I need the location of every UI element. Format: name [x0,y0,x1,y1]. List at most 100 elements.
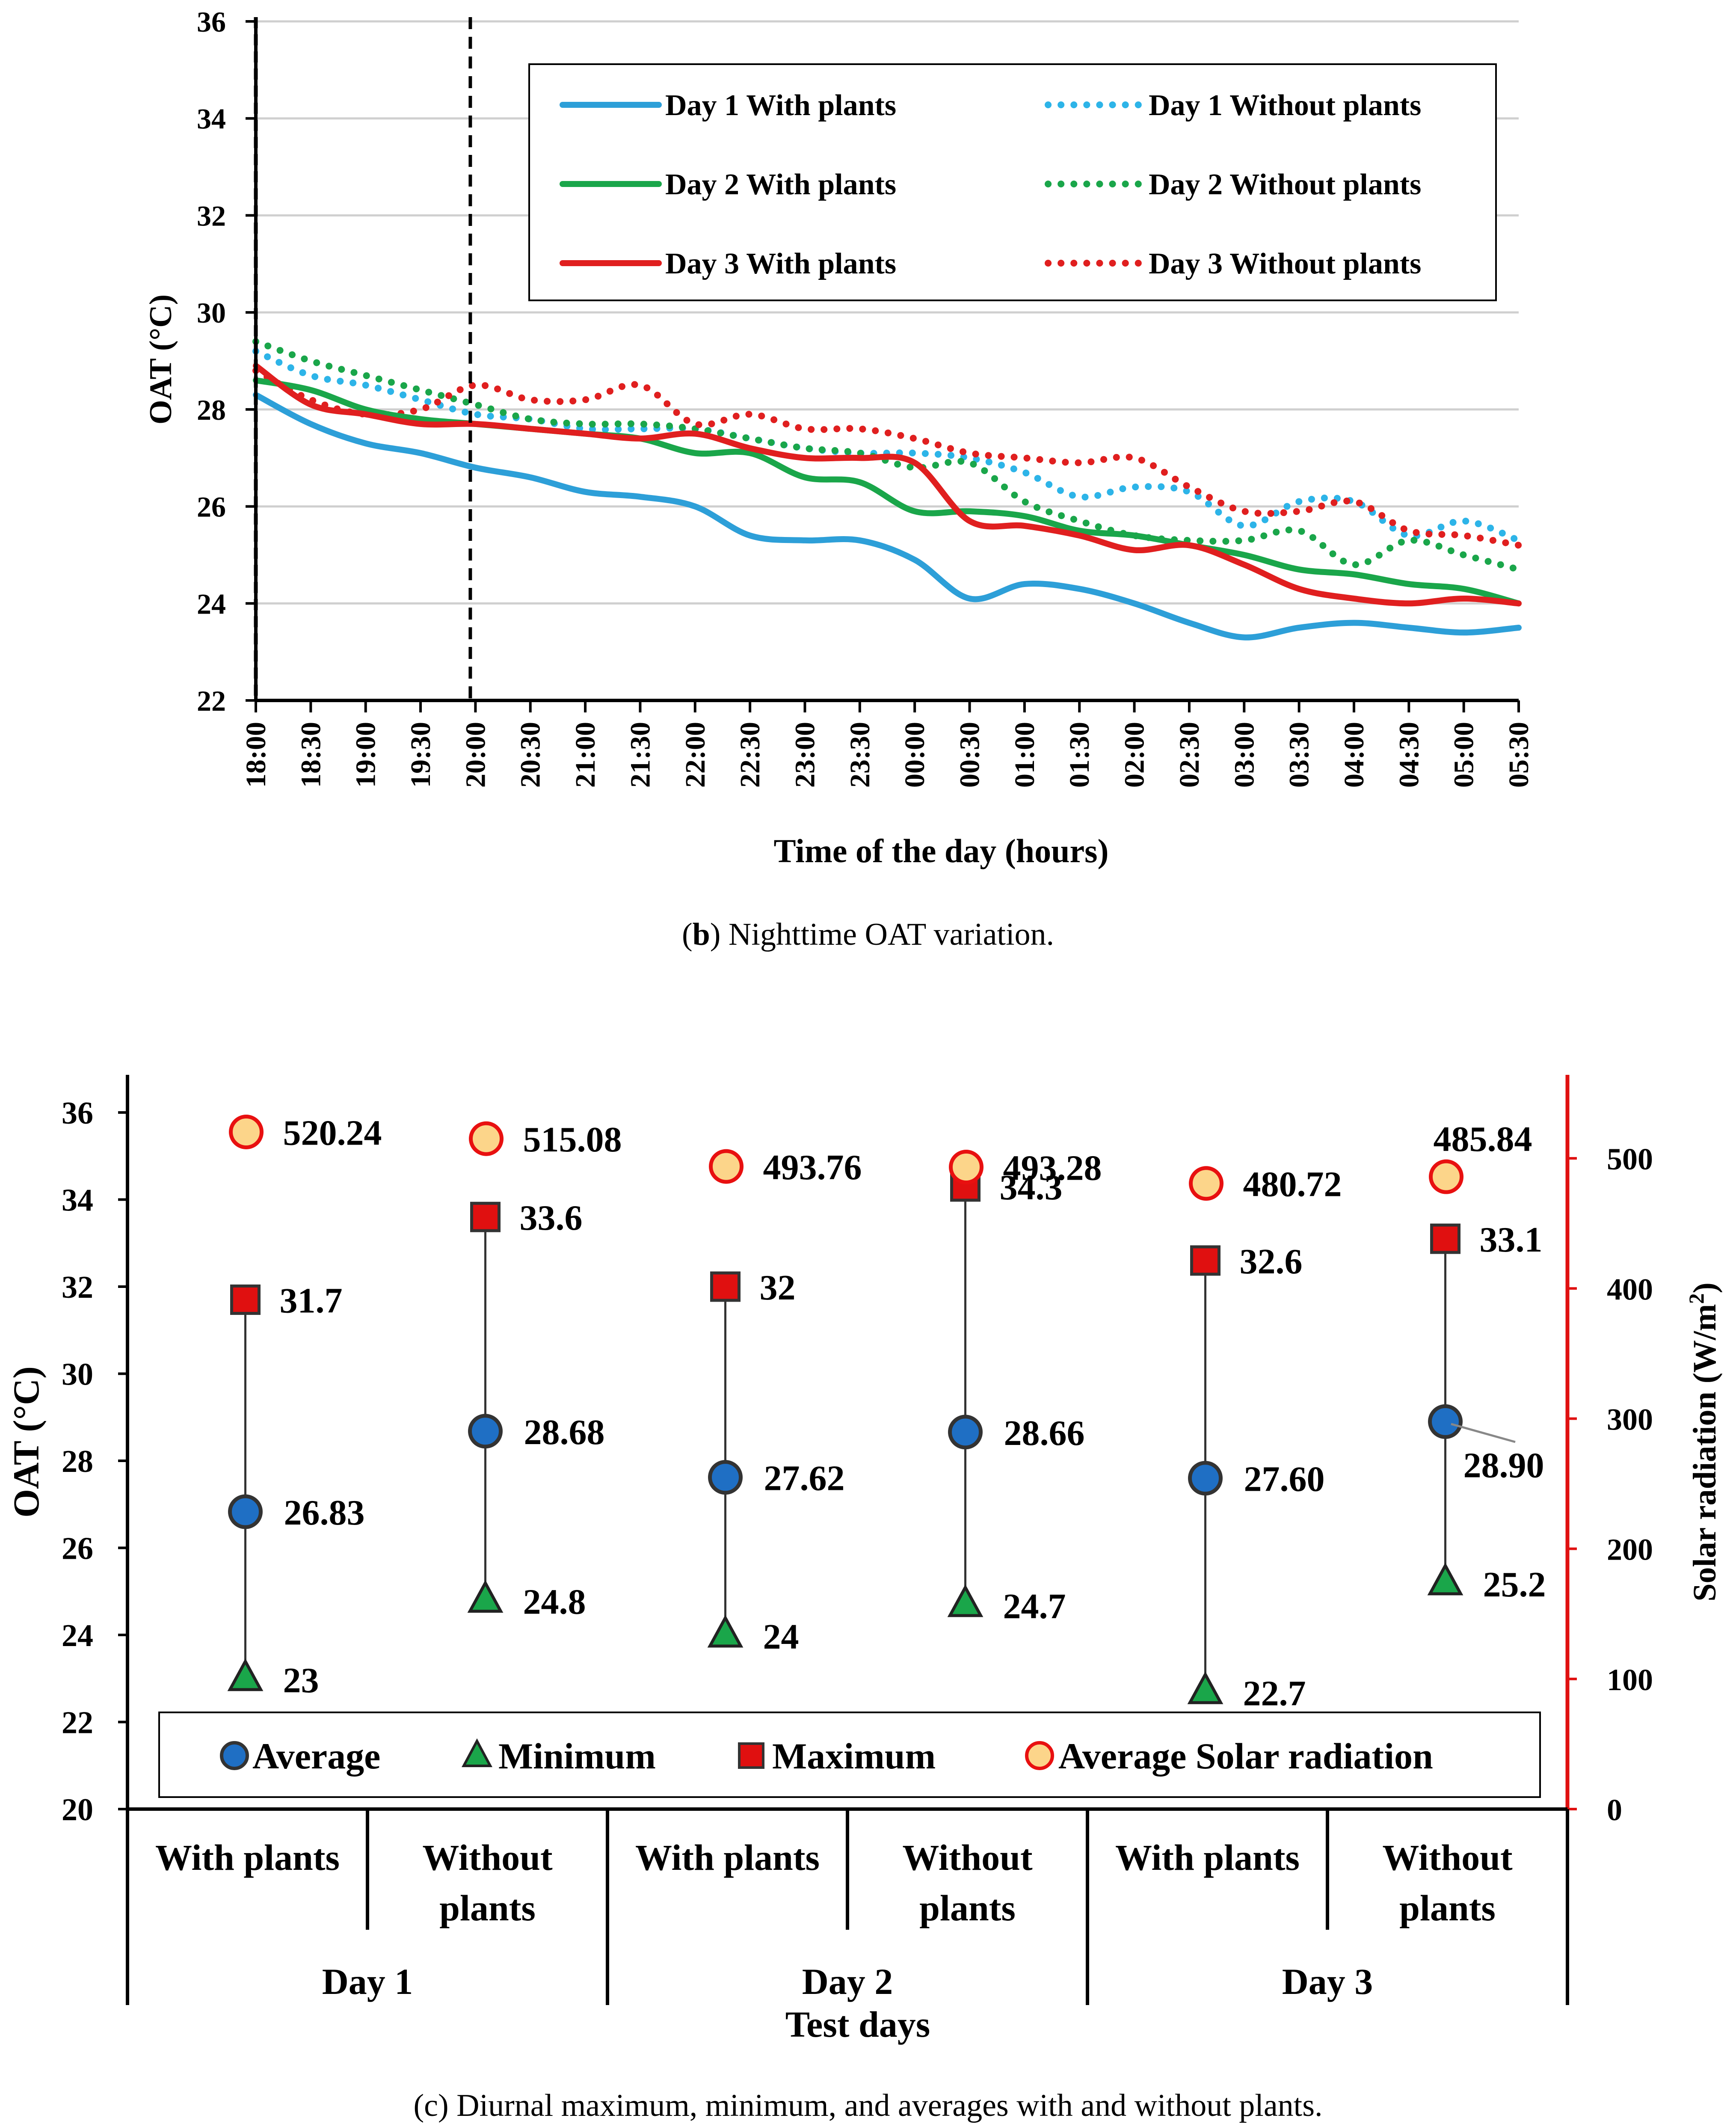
legend-label-1-dotted: Day 2 Without plants [1149,168,1421,201]
x-tick-label-22:00: 22:00 [680,722,711,788]
minimum-label-3: 24.7 [1003,1587,1066,1626]
maximum-marker-4 [1190,1245,1221,1276]
minimum-marker-5 [1427,1562,1463,1596]
x-tick-label-00:30: 00:30 [954,722,986,788]
maximum-label-3: 34.3 [1000,1168,1063,1207]
legend-label-0-dotted: Day 1 Without plants [1149,89,1421,122]
chart-nighttime-oat: 22 24 26 28 30 32 34 36 18:00 18:30 19:00 19:30 20:… [143,6,1535,952]
y-tick-label-30: 30 [62,1357,93,1392]
solar-label-3: 493.28 [1003,1148,1102,1188]
average-label-1: 28.68 [524,1412,605,1452]
x-tick-label-22:30: 22:30 [735,722,766,788]
solar-marker-2 [709,1149,744,1184]
series-line-day-1-without-plants [252,347,1522,544]
average-marker-5 [1428,1404,1463,1439]
average-label-5: 28.90 [1463,1445,1544,1485]
solar-marker-3 [949,1150,984,1185]
x-tick-label-05:00: 05:00 [1449,722,1480,788]
caption-b-letter: b [693,917,710,952]
x-tick-label-18:00: 18:00 [240,722,272,788]
caption-c-letter: c [424,2088,438,2123]
minimum-marker-1 [467,1580,504,1613]
legend-box [158,1712,1541,1798]
x-tick-label-04:00: 04:00 [1339,722,1370,788]
maximum-marker-2 [710,1271,741,1302]
series-line-day-2-with-plants [253,377,1522,607]
solar-marker-1 [469,1121,504,1156]
y-tick-label-20: 20 [62,1792,93,1827]
x-axis-label: Test days [785,2004,930,2045]
y-axis-label: OAT (°C) [143,294,178,424]
category-label-3-line2: plants [919,1887,1016,1928]
y-right-tick-label-100: 100 [1607,1663,1653,1697]
callout-leader-line [1451,1423,1516,1443]
category-label-5-line1: Without [1382,1837,1513,1878]
legend-label-minimum: Minimum [498,1735,656,1777]
x-tick-label-03:00: 03:00 [1229,722,1260,788]
x-axis-label: Time of the day (hours) [774,832,1109,869]
series-line-day-3-with-plants [253,362,1522,607]
legend: Day 1 With plants Day 1 Without plants Day… [528,63,1497,301]
y-tick-label-28: 28 [62,1444,93,1479]
legend-entries: Day 1 With plants Day 1 Without plants Day… [560,89,1421,280]
maximum-marker-1 [470,1201,501,1232]
minimum-label-0: 23 [283,1661,319,1700]
y-tick-label-32: 32 [197,199,226,232]
maximum-marker-5 [1430,1223,1460,1254]
legend-marker-maximum [738,1742,764,1769]
legend-label-2-solid: Day 3 With plants [665,247,896,280]
average-marker-0 [228,1494,263,1529]
minimum-label-4: 22.7 [1243,1673,1306,1713]
y-tick-label-36: 36 [62,1096,93,1131]
y-axis-label-right-sup: 2 [1684,1293,1708,1304]
data-markers [227,1115,1463,1704]
category-label-3-line1: Without [902,1837,1033,1878]
legend-label-2-dotted: Day 3 Without plants [1149,247,1421,280]
y-tick-label-34: 34 [62,1183,93,1218]
x-tick-label-02:00: 02:00 [1119,722,1150,788]
solar-marker-0 [229,1115,264,1150]
group-label-2: Day 3 [1282,1961,1373,2002]
category-label-2: With plants [635,1837,820,1878]
y-tick-label-24: 24 [197,587,226,620]
category-label-4: With plants [1115,1837,1300,1878]
average-label-4: 27.60 [1244,1460,1325,1499]
y-axis-ticks-right: 0 100 200 300 400 500 [1567,1142,1653,1827]
series-lines [252,338,1522,641]
average-marker-4 [1188,1461,1223,1496]
maximum-label-4: 32.6 [1240,1242,1303,1282]
minimum-label-2: 24 [763,1617,799,1657]
y-right-tick-label-300: 300 [1607,1402,1653,1436]
x-tick-label-18:30: 18:30 [295,722,326,788]
category-label-1-line1: Without [422,1837,553,1878]
caption-c-text: Diurnal maximum, minimum, and averages w… [456,2088,1322,2123]
minimum-label-1: 24.8 [523,1582,586,1622]
maximum-label-1: 33.6 [520,1198,583,1238]
y-axis-label-left: OAT (°C) [6,1366,47,1518]
y-tick-label-36: 36 [197,6,226,38]
y-axis-ticks-left: 20 22 24 26 28 30 32 34 36 [62,1096,127,1827]
x-tick-label-04:30: 04:30 [1393,722,1425,788]
legend-marker-minimum [461,1738,493,1767]
y-tick-label-34: 34 [197,103,226,135]
x-tick-label-21:30: 21:30 [625,722,656,788]
y-right-tick-label-500: 500 [1607,1142,1653,1176]
solar-label-1: 515.08 [523,1120,622,1160]
maximum-marker-0 [230,1285,261,1315]
x-tick-label-23:00: 23:00 [789,722,821,788]
caption-b-text: Nighttime OAT variation. [729,917,1054,952]
group-label-0: Day 1 [322,1961,413,2002]
chart-diurnal-summary: 20 22 24 26 28 30 32 34 36 0 100 200 300 400 500 31.7… [6,1075,1723,2123]
minimum-marker-0 [227,1658,264,1691]
legend-label-average: Average [252,1735,380,1777]
y-tick-label-32: 32 [62,1270,93,1305]
y-tick-label-26: 26 [62,1531,93,1566]
maximum-label-5: 33.1 [1480,1220,1543,1260]
x-tick-label-23:30: 23:30 [844,722,876,788]
y-axis-label-right-main: Solar radiation (W/m [1687,1304,1723,1602]
average-label-2: 27.62 [764,1459,845,1498]
average-label-3: 28.66 [1004,1413,1085,1453]
average-label-0: 26.83 [284,1493,365,1533]
data-labels: 31.7 23 26.83 520.24 33.6 24.8 28.68 515.08 32 24… [280,1113,1546,1714]
